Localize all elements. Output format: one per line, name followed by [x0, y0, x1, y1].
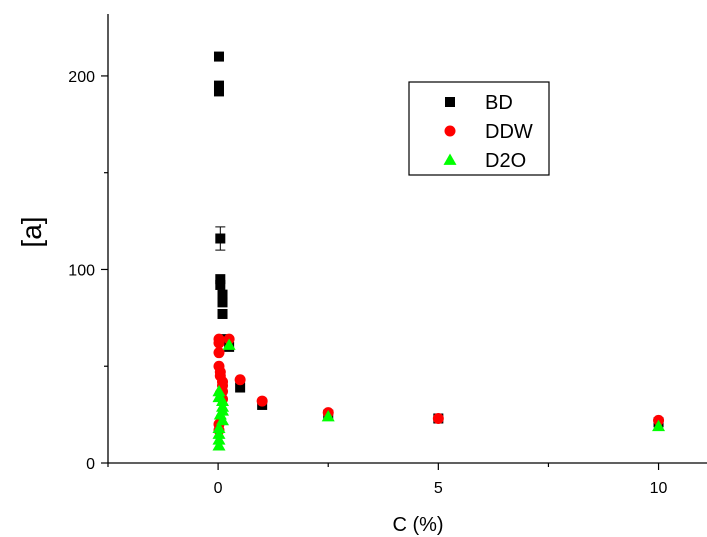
- y-tick-label: 100: [68, 262, 95, 279]
- x-tick-label: 10: [650, 480, 668, 497]
- y-tick-label: 200: [68, 69, 95, 86]
- data-point-bd: [215, 274, 226, 285]
- data-point-bd: [217, 297, 228, 308]
- legend: BD DDW D2O: [408, 81, 550, 176]
- legend-marker-d2o: [443, 153, 457, 165]
- data-point-d2o: [212, 433, 226, 445]
- legend-label-ddw: DDW: [485, 121, 533, 143]
- data-point-ddw: [234, 374, 246, 386]
- data-point-bd: [213, 80, 224, 91]
- data-point-d2o: [321, 410, 335, 422]
- legend-marker-bd: [445, 97, 455, 107]
- legend-label-bd: BD: [485, 92, 513, 114]
- legend-marker-ddw: [444, 125, 456, 137]
- axes: 0 100 200 0 5 10: [68, 14, 707, 497]
- y-axis-label: [a]: [16, 216, 47, 247]
- series-ddw: [213, 333, 665, 436]
- data-point-ddw: [256, 395, 268, 407]
- legend-box: [408, 81, 550, 176]
- legend-label-d2o: D2O: [485, 150, 526, 172]
- data-point-bd: [215, 279, 226, 290]
- data-point-bd: [213, 86, 224, 97]
- data-point-bd: [235, 382, 246, 393]
- data-point-ddw: [213, 347, 225, 359]
- data-point-bd: [217, 289, 228, 300]
- plot-area: [212, 51, 666, 451]
- data-point-ddw: [432, 412, 444, 424]
- data-point-ddw: [213, 337, 225, 349]
- data-point-d2o: [216, 394, 230, 406]
- y-tick-label: 0: [86, 456, 95, 473]
- x-tick-label: 5: [434, 480, 443, 497]
- data-point-d2o: [652, 419, 666, 432]
- data-point-d2o: [212, 427, 226, 439]
- data-point-bd: [213, 51, 224, 62]
- x-tick-label: 0: [214, 480, 223, 497]
- data-point-d2o: [212, 439, 226, 451]
- series-d2o: [212, 338, 666, 451]
- data-point-d2o: [222, 338, 236, 350]
- data-point-bd: [217, 308, 228, 319]
- data-point-bd: [215, 233, 226, 244]
- x-axis-label: C (%): [392, 514, 443, 536]
- data-point-d2o: [212, 384, 226, 397]
- data-point-d2o: [212, 421, 226, 434]
